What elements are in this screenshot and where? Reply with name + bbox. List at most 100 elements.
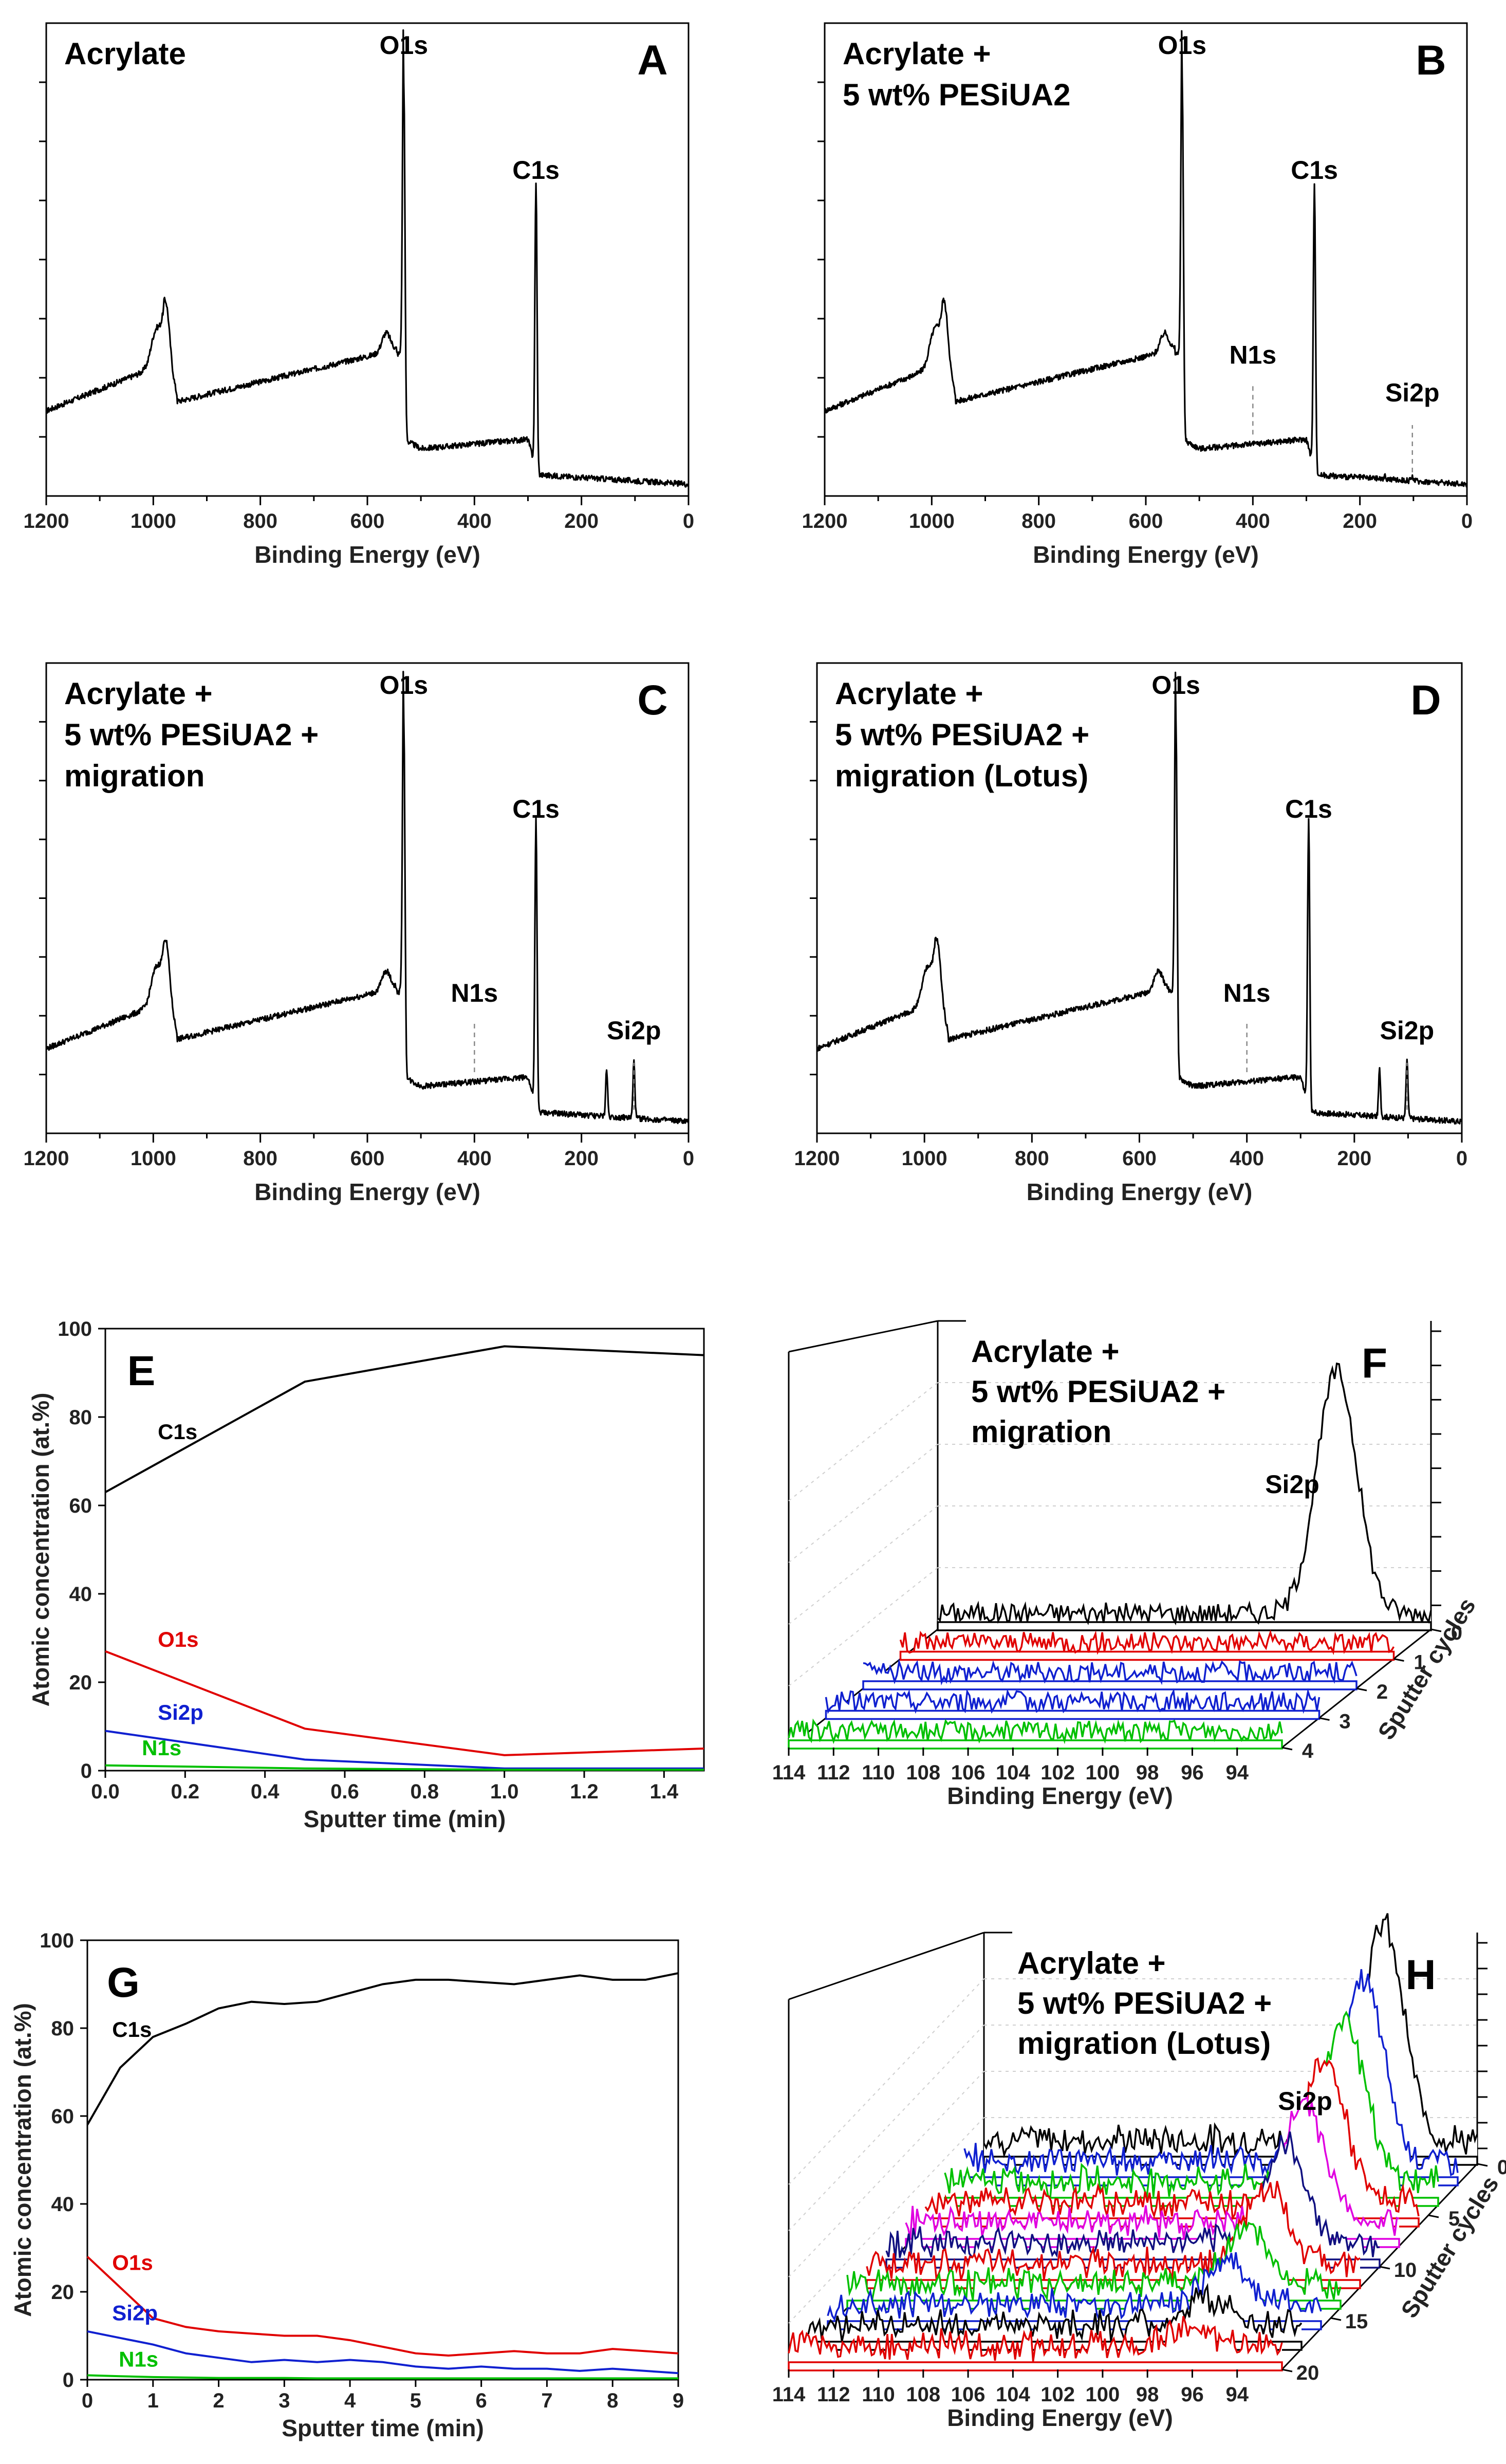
z-tick (1356, 1687, 1367, 1691)
x-tick-label: 600 (1122, 1147, 1157, 1170)
depth-panel-g: 0 20 40 60 80 100 0 1 2 3 4 5 6 7 8 9 Sputter time (min)… (9, 1929, 684, 2441)
y-tick-label: 60 (69, 1495, 92, 1517)
x-axis-label: Binding Energy (eV) (1027, 1179, 1253, 1205)
x-tick-label: 114 (772, 2383, 806, 2406)
x-tick-label: 1.2 (570, 1780, 599, 1803)
x-tick-label: 1000 (131, 1147, 176, 1170)
series-label-n1s: N1s (119, 2347, 158, 2371)
x-tick-label: 1.4 (650, 1780, 679, 1803)
survey-spectrum (824, 30, 1468, 488)
x-tick-label: 98 (1136, 1761, 1159, 1784)
x-tick-label: 110 (862, 2383, 895, 2406)
y-tick-label: 40 (51, 2193, 75, 2216)
x-tick-label: 110 (862, 1761, 895, 1784)
side-grid-line (788, 1382, 938, 1501)
o1s-peak-label: O1s (1151, 671, 1200, 700)
panel-title-line: 5 wt% PESiUA2 + (835, 718, 1089, 752)
layer-spectrum (807, 2283, 1303, 2343)
x-tick-label: 6 (476, 2389, 487, 2412)
panel-title-line: migration (64, 759, 204, 793)
survey-panel-c: 1200 1000 800 600 400 200 0 Binding Energy (eV)… (24, 662, 694, 1205)
x-axis-label: Binding Energy (eV) (947, 1782, 1173, 1809)
layer-spectrum (905, 2095, 1400, 2239)
panel-letter: F (1362, 1340, 1387, 1387)
side-grid-line (788, 1567, 938, 1686)
si2p-peak-label: Si2p (1265, 1470, 1319, 1499)
layer-base-ribbon (899, 1650, 1395, 1661)
panel-title-line: 5 wt% PESiUA2 + (971, 1374, 1225, 1409)
x-axis-label: Binding Energy (eV) (254, 1179, 480, 1205)
x-tick-label: 1.0 (490, 1780, 519, 1803)
x-tick-label: 114 (772, 1761, 806, 1784)
y-tick-label: 100 (40, 1929, 74, 1952)
panel-letter: E (127, 1348, 156, 1394)
x-tick-label: 98 (1136, 2383, 1159, 2406)
panel-title-line: migration (971, 1414, 1111, 1449)
side-grid-line (788, 1505, 938, 1625)
panel-letter: G (107, 1959, 140, 2006)
series-label-si2p: Si2p (158, 1700, 203, 1724)
x-tick-label: 800 (243, 510, 277, 532)
y-axis-label: Atomic concentration (at.%) (9, 2003, 36, 2317)
z-tick (1430, 1628, 1442, 1632)
panel-letter: A (637, 37, 667, 84)
y-tick-label: 40 (69, 1583, 92, 1606)
layer-spectrum (944, 2010, 1439, 2199)
x-tick-label: 104 (996, 2383, 1030, 2406)
n1s-peak-label: N1s (1223, 979, 1271, 1007)
layer-fill (789, 2316, 1282, 2369)
panel-letter: H (1405, 1952, 1436, 1998)
series-label-si2p: Si2p (112, 2301, 158, 2325)
x-tick-label: 800 (1021, 510, 1056, 532)
x-tick-label: 1200 (24, 1147, 69, 1170)
layer-base-ribbon (862, 1680, 1358, 1690)
x-tick-label: 1000 (131, 510, 176, 532)
survey-panel-b: 1200 1000 800 600 400 200 0 Binding Energy (eV)… (802, 22, 1473, 568)
y-tick-label: 20 (69, 1671, 92, 1694)
survey-panel-a: 1200 1000 800 600 400 200 0 Binding Energy (eV)… (24, 22, 694, 568)
layer-base-ribbon (825, 1709, 1321, 1720)
y-tick-label: 60 (51, 2105, 75, 2128)
panel-title-line: Acrylate (64, 36, 186, 71)
c1s-peak-label: C1s (1291, 156, 1338, 185)
x-tick-label: 200 (564, 510, 599, 532)
series-label-c1s: C1s (112, 2017, 152, 2042)
x-tick-label: 100 (1086, 1761, 1120, 1784)
x-tick-label: 0 (82, 2389, 93, 2412)
layer-spectrum (983, 1913, 1478, 2159)
z-tick-label: 3 (1339, 1711, 1350, 1733)
x-tick-label: 106 (951, 2383, 986, 2406)
series-line-n1s (87, 2374, 678, 2380)
layer-spectrum (788, 1718, 1283, 1744)
series-label-n1s: N1s (142, 1736, 181, 1760)
series-line-n1s (105, 1764, 704, 1771)
x-tick-label: 94 (1225, 2383, 1249, 2406)
o1s-peak-label: O1s (380, 671, 429, 700)
x-tick-label: 0.4 (251, 1780, 280, 1803)
layer-spectrum (827, 2252, 1322, 2323)
series-line-si2p (87, 2330, 679, 2375)
series-label-c1s: C1s (158, 1420, 197, 1444)
survey-spectrum (816, 671, 1463, 1125)
z-tick-label: 2 (1377, 1681, 1388, 1703)
x-tick-label: 400 (1236, 510, 1270, 532)
x-tick-label: 1 (147, 2389, 159, 2412)
z-tick (1428, 2214, 1439, 2218)
x-tick-label: 1200 (24, 510, 69, 532)
panel-title-line: 5 wt% PESiUA2 (843, 78, 1070, 112)
x-axis-label: Sputter time (min) (282, 2415, 484, 2441)
x-axis-label: Binding Energy (eV) (254, 541, 480, 568)
x-tick-label: 400 (1230, 1147, 1264, 1170)
layer-fill (938, 1364, 1431, 1629)
x-tick-label: 7 (541, 2389, 552, 2412)
side-grid-line (788, 1444, 938, 1563)
top-depth-edge (788, 1320, 938, 1353)
y-axis-label: Atomic concentration (at.%) (27, 1393, 54, 1707)
layer-base-ribbon (788, 1739, 1283, 1750)
z-tick (1330, 2317, 1342, 2321)
x-tick-label: 112 (817, 2383, 850, 2406)
layer-base-ribbon (937, 1621, 1432, 1631)
z-tick (1281, 2368, 1293, 2373)
x-tick-label: 3 (278, 2389, 290, 2412)
